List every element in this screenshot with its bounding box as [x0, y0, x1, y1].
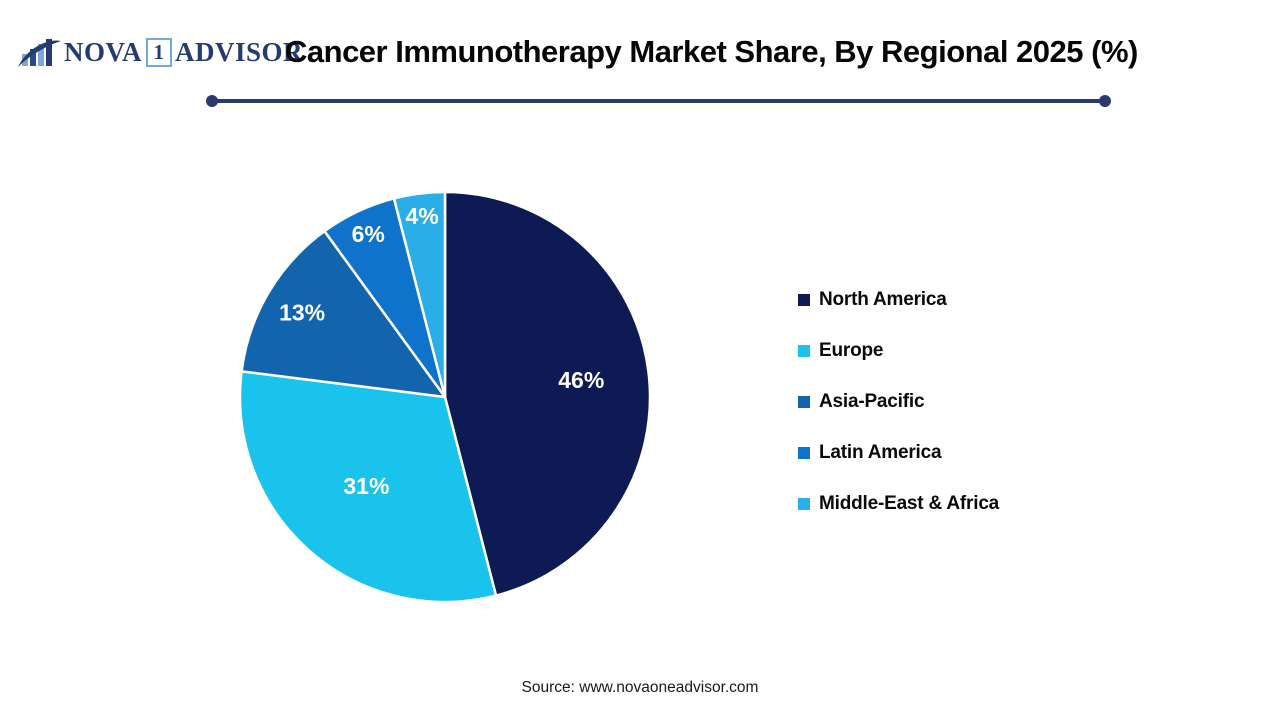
legend-item-europe: Europe — [798, 340, 999, 361]
legend-swatch-latin-america — [798, 447, 810, 459]
legend-label-latin-america: Latin America — [819, 442, 942, 463]
pie-slice-asia-pacific — [240, 229, 447, 399]
chart-legend: North America Europe Asia-Pacific Latin Ame… — [798, 289, 1000, 545]
pie-data-label-europe: 31% — [343, 473, 389, 499]
logo-text: NOVA 1 ADVISOR — [64, 36, 304, 67]
legend-item-asia-pacific: Asia-Pacific — [798, 391, 999, 412]
legend-item-latin-america: Latin America — [798, 442, 999, 463]
legend-swatch-europe — [798, 345, 810, 357]
logo-text-nova: NOVA — [64, 36, 143, 67]
pie-data-label-north-america: 46% — [558, 367, 604, 393]
novaone-advisor-logo: NOVA 1 ADVISOR — [18, 34, 303, 70]
pie-data-label-asia-pacific: 13% — [279, 300, 325, 326]
legend-item-middle-east-africa: Middle-East & Africa — [798, 493, 1000, 514]
pie-data-label-latin-america: 6% — [352, 221, 385, 247]
legend-label-north-america: North America — [819, 289, 947, 310]
legend-label-asia-pacific: Asia-Pacific — [819, 391, 925, 412]
pie-slice-north-america — [443, 190, 652, 597]
pie-slice-middle-east-africa — [392, 190, 447, 399]
logo-text-advisor: ADVISOR — [175, 36, 304, 67]
pie-chart: 46% 31% 13% 6% 4% — [238, 190, 652, 604]
legend-item-north-america: North America — [798, 289, 999, 310]
source-text: Source: www.novaoneadvisor.com — [521, 679, 759, 696]
pie-data-label-middle-east-africa: 4% — [405, 203, 438, 229]
title-divider-line — [212, 99, 1105, 103]
legend-label-middle-east-africa: Middle-East & Africa — [819, 493, 1000, 514]
legend-label-europe: Europe — [819, 340, 884, 361]
bar-chart-swoosh-icon — [18, 39, 61, 67]
pie-slice-europe — [238, 370, 498, 604]
page-title: Cancer Immunotherapy Market Share, By Re… — [285, 34, 1138, 69]
legend-swatch-asia-pacific — [798, 396, 810, 408]
legend-swatch-north-america — [798, 294, 810, 306]
logo-one-box: 1 — [146, 37, 173, 67]
legend-swatch-middle-east-africa — [798, 498, 810, 510]
